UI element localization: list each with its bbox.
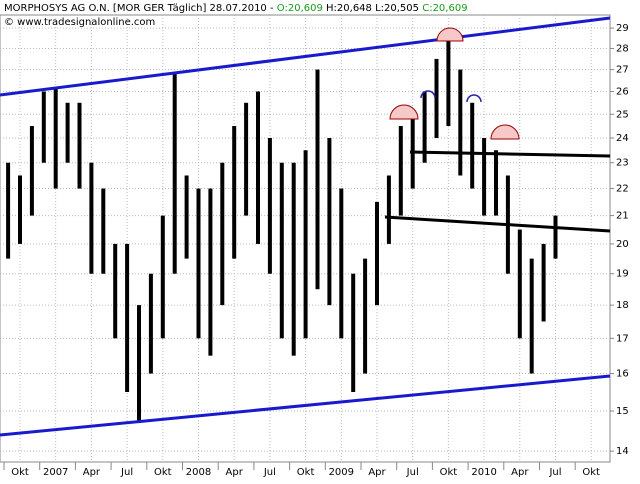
range-bar	[232, 126, 237, 259]
range-bar	[77, 102, 82, 189]
channel-lower	[0, 374, 611, 437]
x-tick-label: Apr	[511, 467, 529, 478]
x-tick-label: Apr	[83, 467, 101, 478]
range-bar	[375, 201, 379, 306]
range-bar	[267, 138, 272, 274]
range-bar	[279, 162, 284, 339]
x-tick-label: 2009	[329, 467, 354, 478]
title-high-low: H:20,648 L:20,505	[326, 3, 419, 14]
title-close: C:20,609	[422, 3, 467, 14]
x-tick-label: Apr	[368, 467, 386, 478]
y-tick-label: 18	[616, 300, 629, 311]
range-bar	[458, 69, 463, 176]
range-bar	[148, 273, 153, 374]
range-bar	[172, 73, 177, 274]
y-tick-label: 25	[616, 109, 629, 120]
neckline	[384, 215, 611, 233]
y-tick-label: 27	[616, 65, 629, 76]
y-tick-label: 20	[616, 239, 629, 250]
title: MORPHOSYS AG O.N. [MOR GER Täglich] 28.0…	[4, 3, 468, 14]
y-tick-label: 22	[616, 184, 629, 195]
y-tick-label: 28	[616, 43, 629, 54]
range-bar	[303, 150, 308, 339]
range-bar	[541, 243, 546, 322]
range-bar	[220, 162, 225, 306]
range-bar	[529, 258, 534, 374]
small-arc	[466, 94, 482, 103]
range-bar	[553, 215, 558, 259]
range-bar	[65, 102, 70, 163]
range-bar	[208, 188, 213, 356]
y-tick-label: 17	[616, 333, 629, 344]
x-tick-label: 2008	[186, 467, 211, 478]
range-bar	[327, 138, 332, 306]
range-bar	[125, 243, 130, 392]
range-bar	[422, 91, 427, 163]
range-bar	[339, 188, 344, 339]
shoulder-arc	[389, 104, 419, 120]
range-bar	[315, 69, 320, 290]
range-bar	[434, 58, 439, 139]
x-tick-label: Okt	[440, 467, 458, 478]
y-tick-label: 23	[616, 158, 629, 169]
head-arc	[436, 27, 464, 42]
range-bar	[184, 175, 189, 259]
range-bar	[53, 87, 58, 189]
range-bar	[6, 162, 11, 259]
x-tick-label: Jul	[548, 467, 561, 478]
range-bar	[113, 243, 118, 339]
range-bar	[517, 229, 522, 339]
range-bar	[291, 162, 296, 356]
range-bar	[256, 91, 260, 244]
x-tick-label: Jul	[263, 467, 276, 478]
y-tick-label: 24	[616, 133, 629, 144]
range-bar	[351, 273, 356, 392]
price-bars	[6, 38, 558, 423]
range-bar	[494, 150, 498, 216]
range-bar	[244, 102, 249, 216]
range-bar	[137, 305, 141, 423]
resistance-line	[409, 150, 611, 158]
y-tick-label: 26	[616, 87, 629, 98]
source: © www.tradesignalonline.com	[4, 17, 155, 28]
y-tick-label: 19	[616, 269, 629, 280]
channel-upper	[0, 16, 611, 97]
y-tick-label: 29	[616, 23, 629, 34]
range-bar	[196, 188, 201, 339]
range-bar	[363, 258, 368, 374]
range-bar	[160, 215, 165, 339]
shoulder-arc	[490, 124, 520, 140]
range-bar	[398, 126, 403, 216]
range-bar	[89, 162, 94, 274]
y-tick-label: 14	[616, 446, 629, 457]
range-bar	[101, 188, 106, 274]
x-tick-label: Okt	[297, 467, 315, 478]
y-tick-label: 21	[616, 211, 629, 222]
range-bar	[482, 138, 487, 216]
range-bar	[386, 175, 391, 244]
y-tick-label: 16	[616, 369, 629, 380]
x-tick-label: Jul	[120, 467, 133, 478]
x-tick-label: 2010	[471, 467, 496, 478]
x-tick-label: Apr	[226, 467, 244, 478]
y-tick-label: 15	[616, 406, 629, 417]
x-tick-label: Okt	[582, 467, 600, 478]
x-tick-label: 2007	[43, 467, 68, 478]
x-tick-label: Jul	[406, 467, 419, 478]
x-tick-label: Okt	[154, 467, 172, 478]
range-bar	[41, 91, 46, 163]
small-arc	[420, 90, 436, 99]
title-name: MORPHOSYS AG O.N. [MOR GER Täglich] 28.0…	[4, 3, 274, 14]
range-bar	[446, 38, 451, 127]
range-bar	[18, 175, 22, 244]
range-bar	[470, 102, 475, 189]
title-open: O:20,609	[277, 3, 323, 14]
x-tick-label: Okt	[11, 467, 29, 478]
range-bar	[29, 126, 34, 216]
